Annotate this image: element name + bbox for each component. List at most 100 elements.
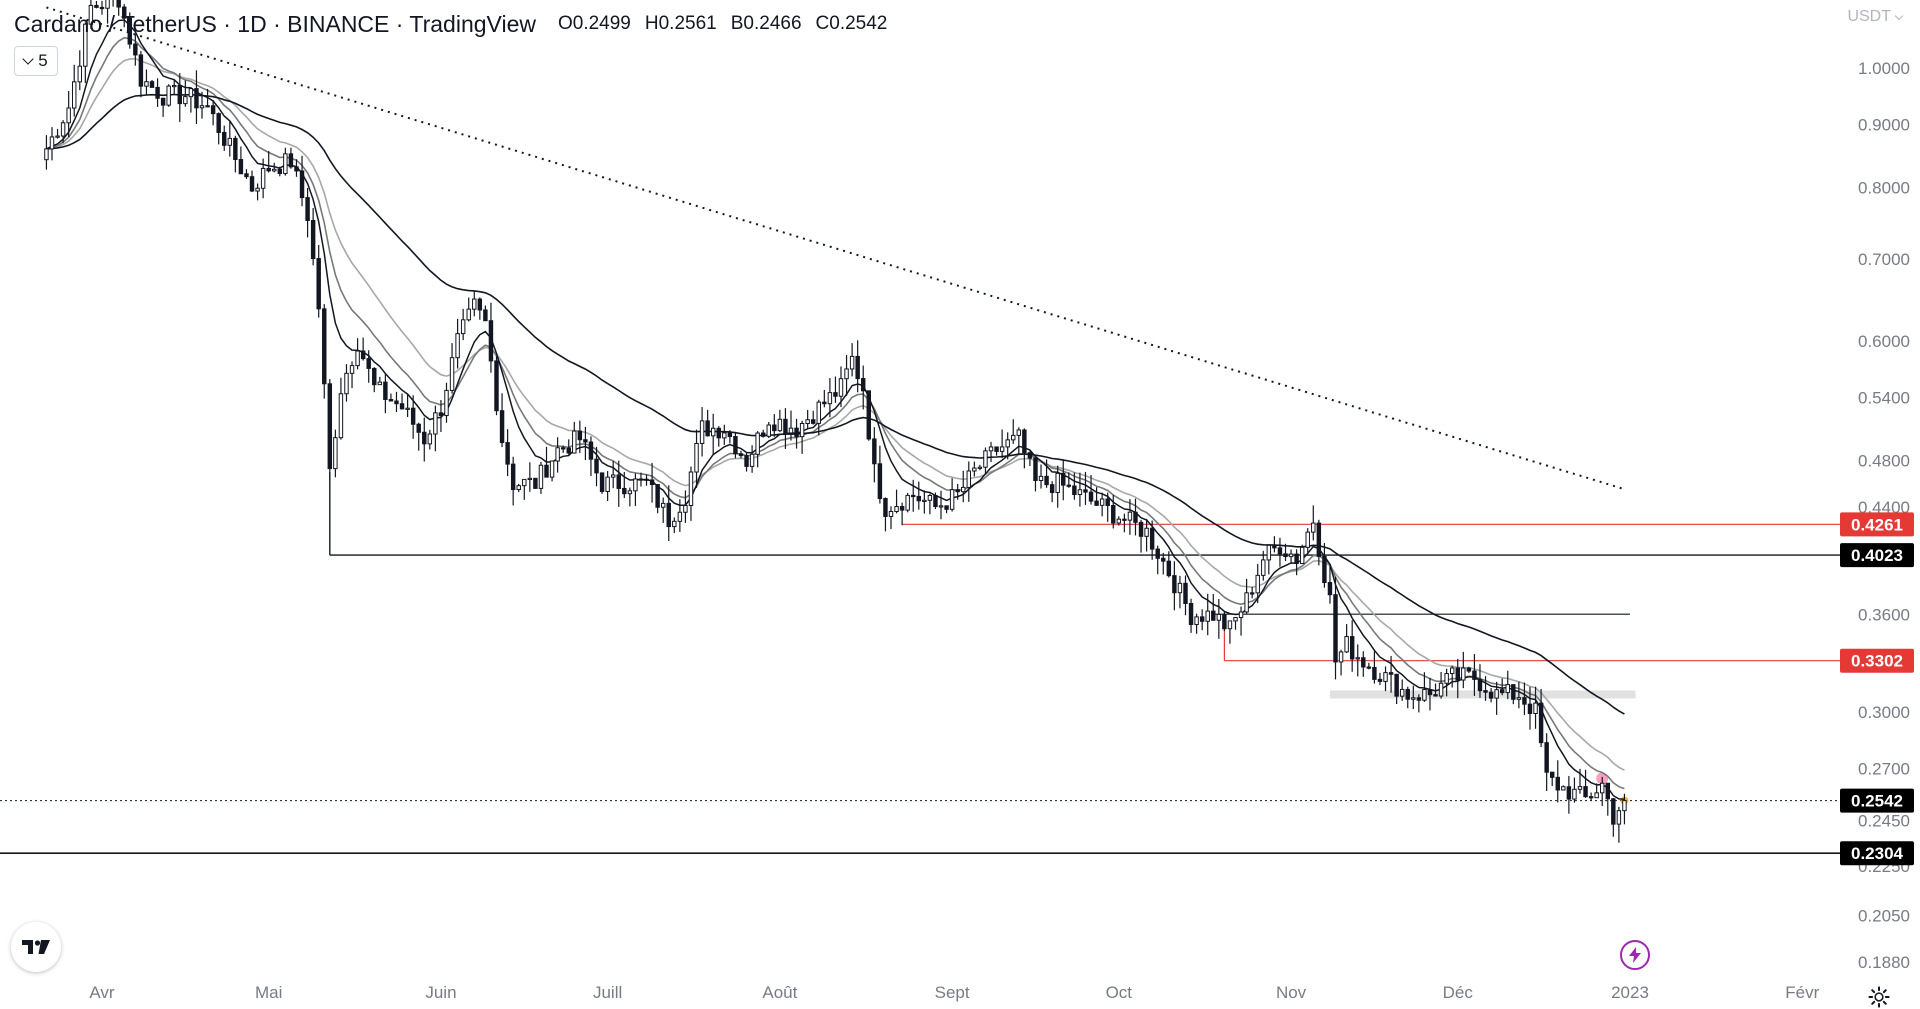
- candle-body: [633, 478, 638, 492]
- candle-body: [1294, 553, 1299, 564]
- candle-body: [88, 4, 94, 25]
- candle-body: [233, 137, 238, 161]
- candle-body: [727, 432, 733, 438]
- candle-body: [1311, 522, 1316, 533]
- y-tick-label: 0.3600: [1858, 605, 1910, 624]
- indicators-toggle-button[interactable]: 5: [14, 46, 58, 76]
- candle-body: [949, 489, 955, 510]
- candle-body: [83, 23, 88, 67]
- candle-body: [155, 86, 160, 99]
- candle-body: [49, 136, 55, 150]
- candle-body: [649, 479, 655, 486]
- candle-body: [333, 437, 338, 470]
- candle-body: [560, 447, 566, 450]
- candle-body: [838, 378, 844, 397]
- candle-body: [1066, 484, 1072, 487]
- candle-body: [988, 446, 994, 452]
- candle-body: [383, 381, 388, 400]
- candle-body: [260, 167, 266, 189]
- candle-body: [1094, 500, 1099, 506]
- y-tick-label: 1.0000: [1858, 59, 1910, 78]
- candle-body: [1499, 689, 1505, 694]
- candle-body: [1416, 697, 1422, 701]
- candle-body: [755, 432, 760, 455]
- candle-body: [1511, 684, 1516, 700]
- candle-body: [60, 122, 66, 137]
- candle-body: [294, 166, 299, 172]
- candle-body: [349, 365, 355, 374]
- candle-body: [733, 436, 738, 455]
- y-tick-label: 0.5400: [1858, 389, 1910, 408]
- candle-body: [855, 355, 860, 380]
- candle-body: [255, 187, 260, 192]
- lightning-bolt-icon[interactable]: [1620, 940, 1650, 970]
- candle-body: [133, 43, 138, 56]
- candle-body: [199, 105, 205, 109]
- candle-body: [1433, 694, 1438, 697]
- candle-body: [388, 398, 394, 402]
- y-tick-label: 0.3000: [1858, 703, 1910, 722]
- candle-body: [594, 458, 599, 474]
- candle-body: [822, 401, 827, 405]
- candle-body: [666, 502, 671, 528]
- candle-body: [860, 378, 866, 392]
- candle-body: [1099, 498, 1105, 506]
- candle-body: [1027, 452, 1033, 459]
- candle-body: [410, 407, 416, 425]
- candle-body: [1055, 472, 1060, 494]
- candle-body: [622, 487, 627, 495]
- candle-body: [338, 393, 344, 439]
- tradingview-logo-icon[interactable]: [11, 922, 61, 972]
- candle-body: [1305, 531, 1310, 548]
- gear-icon[interactable]: [1868, 986, 1890, 1008]
- y-tick-label: 0.7000: [1858, 250, 1910, 269]
- symbol-title[interactable]: Cardano / TetherUS · 1D · BINANCE · Trad…: [14, 10, 536, 37]
- candle-body: [1483, 690, 1488, 693]
- x-tick-label: Sept: [935, 983, 970, 1002]
- candle-body: [1355, 657, 1360, 660]
- candle-body: [710, 427, 716, 437]
- candle-body: [477, 298, 483, 311]
- candle-body: [377, 381, 383, 386]
- candle-body: [1016, 429, 1022, 436]
- candle-body: [1138, 521, 1144, 537]
- candle-body: [455, 333, 460, 359]
- candle-body: [805, 419, 810, 425]
- candle-body: [1488, 691, 1494, 699]
- y-tick-label: 0.1880: [1858, 953, 1910, 972]
- candle-body: [610, 474, 616, 478]
- candle-body: [1411, 697, 1416, 700]
- candle-body: [972, 467, 977, 472]
- candle-body: [1272, 544, 1277, 549]
- candle-body: [1227, 620, 1233, 630]
- candle-body: [322, 308, 327, 385]
- candle-body: [994, 446, 999, 452]
- candle-body: [344, 372, 349, 395]
- candle-body: [538, 464, 544, 489]
- candle-body: [1277, 547, 1283, 555]
- candle-body: [1405, 688, 1410, 700]
- candle-body: [1116, 518, 1122, 524]
- candle-body: [416, 423, 421, 433]
- candle-body: [583, 439, 588, 443]
- candle-body: [1105, 498, 1110, 506]
- candle-body: [1088, 491, 1094, 502]
- candle-body: [916, 495, 922, 502]
- candle-body: [1322, 555, 1327, 584]
- candle-body: [577, 430, 583, 441]
- candle-body: [138, 54, 144, 87]
- candle-body: [722, 432, 727, 439]
- y-tick-label: 0.6000: [1858, 332, 1910, 351]
- candle-body: [494, 360, 499, 412]
- candle-body: [1183, 582, 1188, 604]
- candle-body: [222, 131, 227, 146]
- candle-body: [1083, 489, 1088, 493]
- chart-header: Cardano / TetherUS · 1D · BINANCE · Trad…: [14, 10, 887, 38]
- currency-selector[interactable]: USDT: [1847, 8, 1904, 26]
- candle-body: [688, 471, 694, 506]
- candle-body: [1611, 798, 1616, 825]
- candle-body: [77, 65, 82, 83]
- candle-body: [1494, 689, 1499, 699]
- candle-body: [1605, 782, 1610, 800]
